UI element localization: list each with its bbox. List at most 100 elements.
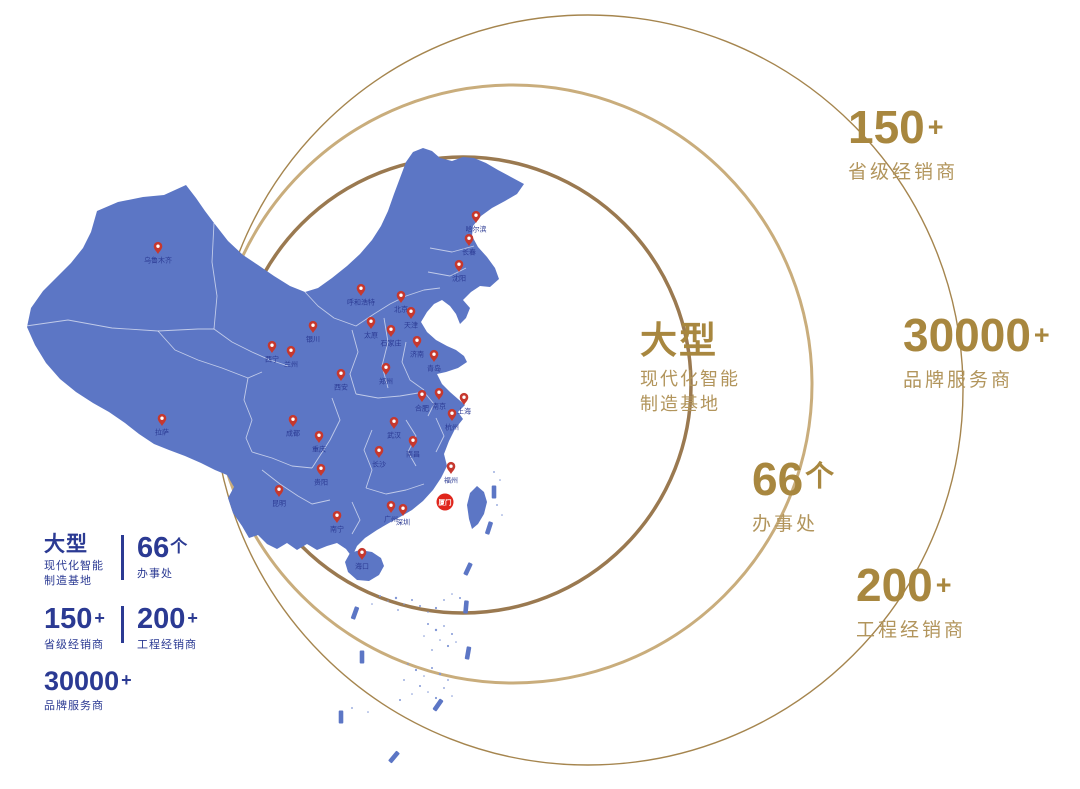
pin-hole bbox=[420, 392, 424, 396]
pin-hole bbox=[384, 365, 388, 369]
sea-dash bbox=[338, 710, 344, 724]
island-dot bbox=[397, 609, 399, 611]
pin-icon bbox=[288, 414, 298, 427]
pin-hole bbox=[474, 213, 478, 217]
pin-hole bbox=[339, 371, 343, 375]
city-pin: 沈阳 bbox=[452, 259, 466, 283]
city-pin: 昆明 bbox=[272, 484, 286, 508]
pin-hole bbox=[401, 506, 405, 510]
pin-hole bbox=[360, 550, 364, 554]
pin-hole bbox=[317, 433, 321, 437]
city-label: 郑州 bbox=[379, 378, 393, 386]
stat-engineering-distributors: 200 + 工程经销商 bbox=[856, 562, 966, 642]
headquarters-marker: 厦门 bbox=[436, 493, 454, 511]
pin-icon bbox=[386, 500, 396, 513]
city-pin: 南昌 bbox=[406, 435, 420, 459]
pin-icon bbox=[157, 413, 167, 426]
legend-item-offices: 66个 办事处 bbox=[137, 532, 188, 581]
stat-base-title: 大型 bbox=[640, 320, 718, 361]
island-dot bbox=[443, 599, 445, 601]
sea-dash bbox=[463, 600, 469, 614]
city-pin: 太原 bbox=[364, 316, 378, 340]
island-dot bbox=[431, 667, 433, 669]
taiwan-island bbox=[467, 486, 487, 529]
city-pin: 成都 bbox=[286, 414, 300, 438]
city-pin: 贵阳 bbox=[314, 463, 328, 487]
legend-row-1: 大型 现代化智能 制造基地 66个 办事处 bbox=[44, 534, 201, 589]
island-dot bbox=[427, 623, 429, 625]
stat-provincial-distributors: 150 + 省级经销商 bbox=[848, 104, 958, 184]
sea-dash bbox=[491, 485, 497, 499]
island-dot bbox=[443, 687, 445, 689]
island-dot bbox=[371, 603, 373, 605]
headquarters-label: 厦门 bbox=[439, 497, 453, 506]
island-dot bbox=[438, 672, 442, 676]
city-label: 南京 bbox=[432, 402, 446, 411]
legend-item-brand: 30000 + 品牌服务商 bbox=[44, 666, 132, 713]
island-dot bbox=[419, 605, 421, 607]
city-pin: 北京 bbox=[394, 290, 408, 314]
pin-hole bbox=[415, 338, 419, 342]
city-label: 杭州 bbox=[445, 423, 459, 432]
city-pin: 兰州 bbox=[284, 345, 298, 369]
city-label: 长沙 bbox=[372, 460, 386, 469]
stat-engineering-number: 200 + bbox=[856, 559, 952, 611]
pin-icon bbox=[308, 320, 318, 333]
pin-icon bbox=[386, 324, 396, 337]
pin-icon bbox=[464, 233, 474, 246]
pin-hole bbox=[377, 448, 381, 452]
island-dot bbox=[351, 707, 353, 709]
city-pin: 南宁 bbox=[330, 510, 344, 534]
sea-dash bbox=[464, 646, 472, 660]
city-label: 武汉 bbox=[387, 431, 401, 440]
city-label: 深圳 bbox=[396, 518, 410, 527]
stat-brand-number: 30000 + bbox=[903, 309, 1050, 361]
island-dot bbox=[411, 693, 413, 695]
pin-icon bbox=[366, 316, 376, 329]
pin-hole bbox=[457, 262, 461, 266]
stat-base-line2: 制造基地 bbox=[640, 394, 720, 415]
pin-icon bbox=[446, 461, 456, 474]
city-pin: 西安 bbox=[334, 368, 348, 392]
sea-dash bbox=[350, 606, 360, 620]
legend-divider bbox=[121, 605, 124, 643]
city-pin: 青岛 bbox=[427, 349, 441, 373]
island-dot bbox=[403, 679, 405, 681]
city-pin: 呼和浩特 bbox=[347, 283, 375, 307]
city-pin: 长春 bbox=[462, 233, 476, 257]
island-dot bbox=[411, 599, 413, 601]
island-dot bbox=[447, 679, 449, 681]
headquarters-dot bbox=[436, 493, 454, 511]
island-dot bbox=[451, 593, 453, 595]
island-dot bbox=[451, 633, 453, 635]
china-map-mainland bbox=[27, 148, 524, 557]
pin-hole bbox=[392, 419, 396, 423]
city-label: 北京 bbox=[394, 305, 408, 314]
city-label: 石家庄 bbox=[381, 339, 402, 348]
island-dot bbox=[455, 641, 457, 643]
city-pin: 长沙 bbox=[372, 445, 386, 469]
pin-icon bbox=[357, 547, 367, 560]
pin-hole bbox=[450, 411, 454, 415]
sea-dash bbox=[485, 521, 493, 535]
stat-manufacturing-base: 大型 现代化智能 制造基地 bbox=[640, 322, 740, 417]
city-pin: 拉萨 bbox=[155, 413, 169, 437]
island-dot bbox=[434, 696, 438, 700]
pin-hole bbox=[437, 390, 441, 394]
city-pin: 广州 bbox=[384, 500, 398, 524]
island-dot bbox=[387, 600, 389, 602]
city-pin: 上海 bbox=[457, 392, 471, 416]
hainan-island bbox=[345, 550, 384, 581]
city-label: 南昌 bbox=[406, 450, 420, 459]
island-dot bbox=[446, 644, 450, 648]
city-label: 贵阳 bbox=[314, 478, 328, 487]
city-pin: 石家庄 bbox=[381, 324, 402, 348]
city-pin: 南京 bbox=[432, 387, 446, 411]
island-dot bbox=[459, 597, 461, 599]
pin-icon bbox=[389, 416, 399, 429]
pin-icon bbox=[274, 484, 284, 497]
province-borders bbox=[25, 222, 475, 535]
pin-hole bbox=[335, 513, 339, 517]
stat-engineering-label: 工程经销商 bbox=[856, 620, 967, 641]
pin-icon bbox=[459, 392, 469, 405]
